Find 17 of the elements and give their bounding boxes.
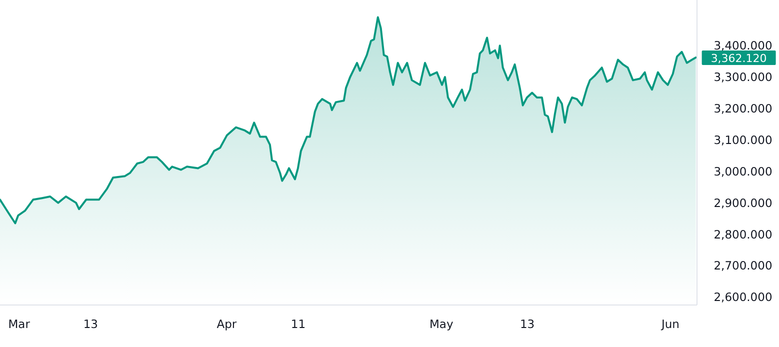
x-tick-label: Apr: [216, 317, 237, 331]
x-tick-label: May: [430, 317, 454, 331]
x-tick-label: 13: [83, 317, 98, 331]
y-tick-label: 2,600.000: [714, 290, 772, 304]
y-tick-label: 3,300.000: [714, 70, 772, 84]
annotation: 3,362.120: [710, 52, 767, 65]
x-tick-label: Mar: [8, 317, 30, 331]
x-tick-label: 11: [290, 317, 306, 331]
y-tick-label: 3,100.000: [714, 132, 772, 147]
y-tick-label: 3,400.000: [714, 38, 772, 53]
x-tick-label: Jun: [660, 317, 680, 331]
y-tick-label: 3,200.000: [714, 102, 772, 116]
y-tick-label: 2,800.000: [714, 227, 772, 242]
y-tick-label: 2,900.000: [714, 196, 772, 210]
y-tick-label: 2,700.000: [714, 258, 772, 273]
y-tick-label: 3,000.000: [714, 164, 772, 178]
x-tick-label: 13: [520, 317, 535, 331]
